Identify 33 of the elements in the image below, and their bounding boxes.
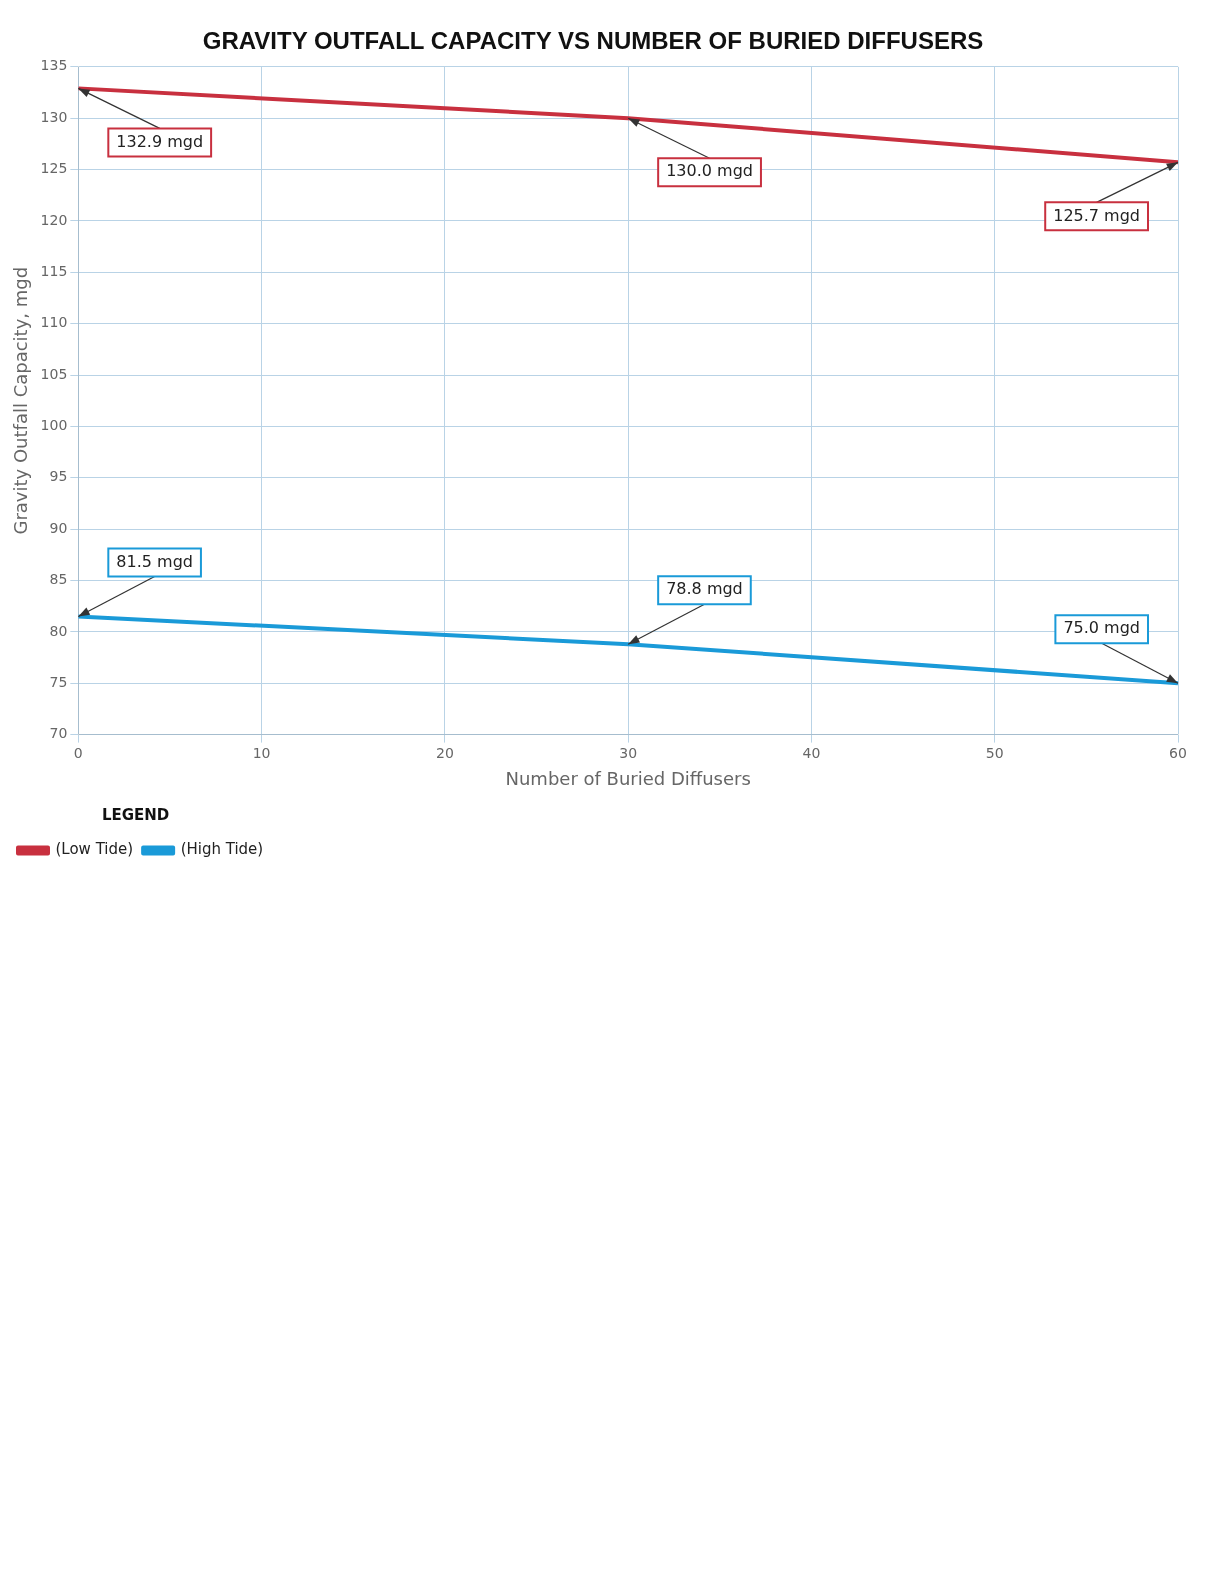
- x-tick-label: 20: [435, 744, 454, 761]
- y-tick-label: 100: [40, 417, 68, 434]
- data-label: 132.9 mgd: [116, 131, 204, 151]
- x-tick-label: 30: [619, 744, 638, 761]
- legend-label: (High Tide): [180, 840, 264, 859]
- x-tick-label: 40: [802, 744, 821, 761]
- y-tick-label: 135: [40, 57, 68, 74]
- y-tick-label: 120: [40, 211, 68, 228]
- y-tick-label: 105: [40, 365, 68, 382]
- x-tick-label: 10: [252, 744, 271, 761]
- y-tick-label: 75: [49, 673, 68, 690]
- y-tick-label: 115: [40, 262, 68, 279]
- data-label: 130.0 mgd: [666, 161, 753, 181]
- x-tick-label: 0: [73, 744, 83, 761]
- chart-title: GRAVITY OUTFALL CAPACITY VS NUMBER OF BURIED DIFFUSERS: [202, 27, 984, 55]
- data-label: 75.0 mgd: [1063, 618, 1140, 638]
- y-tick-label: 70: [49, 725, 68, 742]
- data-label: 125.7 mgd: [1053, 205, 1140, 225]
- y-tick-label: 95: [49, 468, 68, 485]
- y-tick-label: 130: [40, 108, 68, 125]
- y-axis-title: Gravity Outfall Capacity, mgd: [10, 266, 32, 535]
- y-tick-label: 110: [40, 314, 68, 331]
- x-tick-label: 60: [1169, 744, 1187, 761]
- y-tick-label: 80: [49, 622, 68, 639]
- x-axis-title: Number of Buried Diffusers: [505, 767, 751, 789]
- data-label: 81.5 mgd: [116, 551, 193, 571]
- y-tick-label: 85: [49, 571, 68, 588]
- data-label: 78.8 mgd: [666, 579, 743, 599]
- legend-title: LEGEND: [101, 806, 170, 825]
- x-tick-label: 50: [985, 744, 1004, 761]
- legend-label: (Low Tide): [55, 840, 134, 859]
- y-tick-label: 125: [40, 160, 68, 177]
- y-tick-label: 90: [49, 519, 68, 536]
